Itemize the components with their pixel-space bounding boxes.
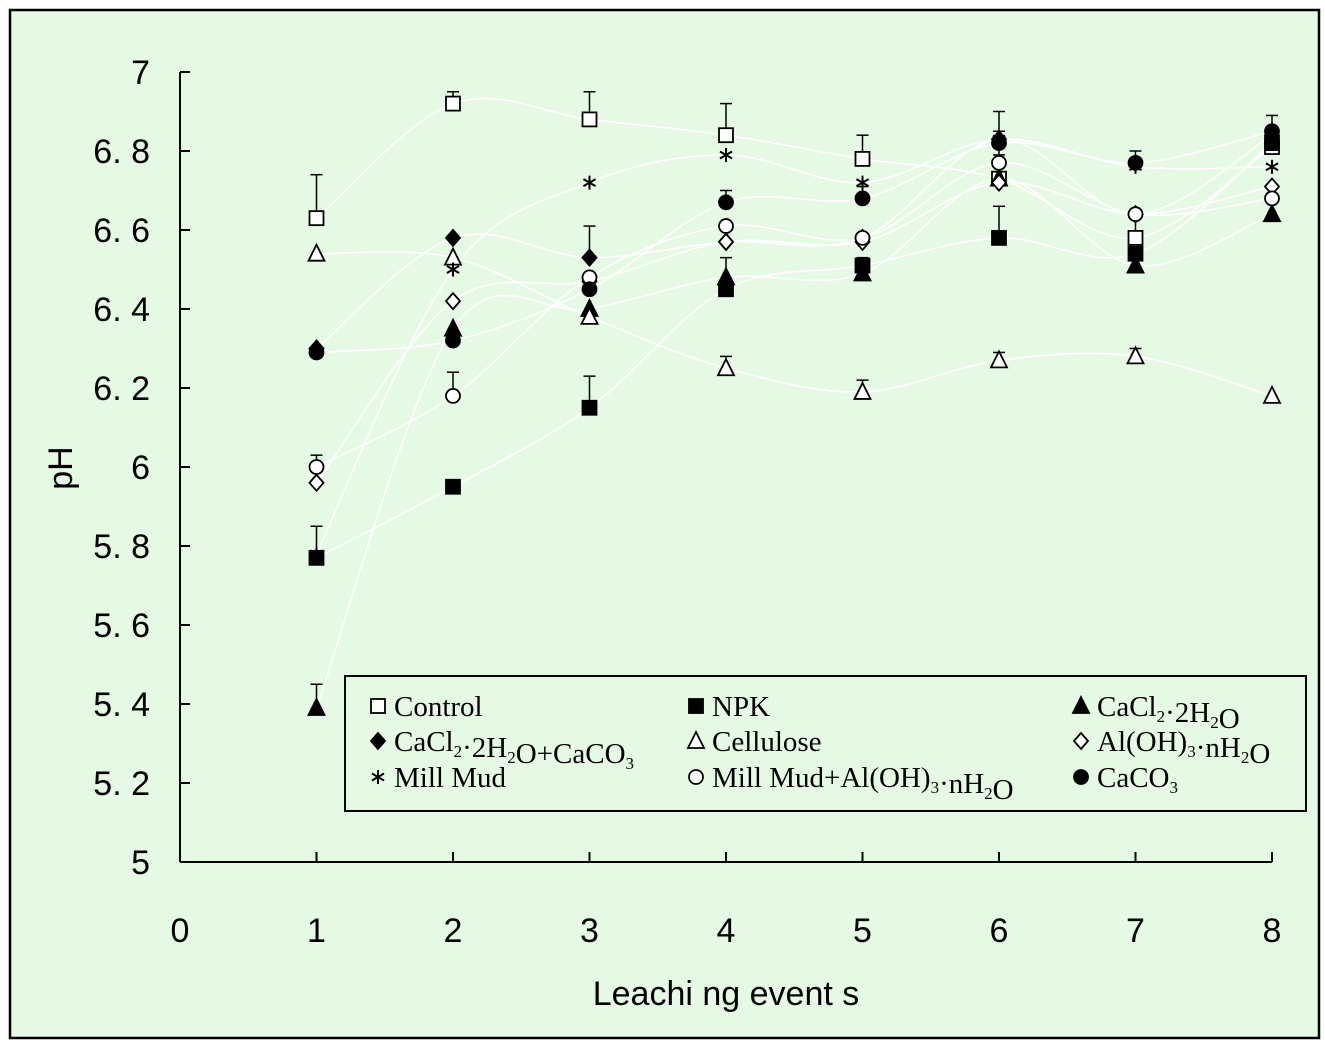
point-cacl-2h-o (1126, 254, 1145, 274)
x-tick-label: 1 (307, 912, 326, 950)
x-tick-label: 2 (444, 912, 463, 950)
point-caco (445, 332, 461, 349)
point-al-oh-nh-o (990, 173, 1008, 192)
point-control (308, 210, 325, 227)
point-caco (308, 344, 325, 361)
point-mill-mud (446, 262, 460, 277)
legend-label: CaCl2·2H2O+CaCO3 (394, 726, 634, 773)
point-caco (991, 135, 1007, 152)
legend-label: Mill Mud+Al(OH)3·nH2O (712, 762, 1014, 806)
y-tick-label: 6. 6 (93, 212, 150, 250)
point-mill-mud (719, 147, 733, 162)
y-tick-label: 5. 4 (93, 686, 150, 724)
y-axis-label: pH (42, 446, 80, 489)
point-npk (445, 478, 461, 495)
legend-label: CaCO3 (1097, 762, 1178, 797)
markers-layer (307, 95, 1282, 716)
series-line-mill-mud-al-oh-nh-o (316, 162, 1273, 468)
point-npk (991, 229, 1007, 246)
y-tick-label: 6. 8 (93, 133, 150, 171)
outer-frame (8, 8, 1321, 1040)
y-tick-label: 5. 8 (93, 528, 150, 566)
series-line-cacl-2h-o (315, 177, 1273, 709)
point-cellulose (1262, 384, 1282, 404)
point-cacl-2h-o (853, 262, 872, 282)
point-cellulose (716, 357, 736, 377)
y-tick-label: 6 (131, 449, 150, 487)
point-mill-mud (582, 175, 597, 190)
point-cacl-2h-o-caco (444, 228, 462, 248)
point-mill-mud-al-oh-nh-o (1127, 206, 1144, 223)
point-al-oh-nh-o (444, 291, 462, 311)
point-cellulose (1126, 345, 1145, 365)
legend-box (344, 675, 1307, 812)
point-npk (581, 399, 598, 416)
legend-marker-cacl-2h-o-caco (369, 731, 387, 751)
point-mill-mud-al-oh-nh-o (445, 387, 461, 404)
point-al-oh-nh-o (717, 232, 735, 252)
point-caco (1127, 154, 1144, 171)
x-ticks: 0 1 2 3 4 5 6 7 8 (171, 852, 1282, 950)
x-tick-label: 3 (580, 912, 599, 950)
legend-label: Mill Mud (394, 762, 506, 794)
series-line-cellulose (316, 251, 1273, 397)
point-control (854, 150, 871, 167)
point-cacl-2h-o (307, 696, 326, 716)
y-tick-label: 5 (131, 844, 150, 882)
x-tick-label: 6 (990, 912, 1009, 950)
point-mill-mud-al-oh-nh-o (991, 154, 1007, 171)
point-cacl-2h-o (716, 266, 736, 286)
series-line-caco (316, 130, 1273, 354)
point-cacl-2h-o-caco (581, 248, 598, 268)
point-cellulose (307, 242, 326, 262)
x-tick-label: 0 (171, 912, 190, 950)
point-caco (718, 194, 734, 211)
point-mill-mud-al-oh-nh-o (718, 218, 734, 234)
point-cellulose (580, 305, 599, 325)
legend-marker-cellulose (686, 729, 706, 749)
y-tick-label: 6. 2 (93, 370, 150, 408)
point-caco (1264, 123, 1280, 140)
legend-marker-cacl-2h-o (1071, 694, 1091, 714)
x-tick-label: 8 (1263, 912, 1282, 950)
legend-label: NPK (712, 691, 770, 723)
y-tick-label: 7 (131, 54, 150, 92)
point-mill-mud (309, 546, 324, 561)
y-tick-label: 6. 4 (93, 291, 150, 329)
point-control (445, 95, 461, 112)
point-cellulose (853, 380, 872, 400)
legend-marker-caco (1073, 769, 1089, 785)
legend-label: Control (394, 691, 483, 723)
point-mill-mud (855, 175, 870, 190)
point-cacl-2h-o (1262, 203, 1282, 223)
legend-marker-mill-mud (371, 770, 385, 784)
legend-marker-mill-mud-al-oh-nh-o (688, 769, 704, 785)
point-mill-mud-al-oh-nh-o (308, 459, 325, 475)
y-tick-label: 5. 2 (93, 765, 150, 803)
legend-label: CaCl2·2H2O (1097, 691, 1240, 735)
point-mill-mud-al-oh-nh-o (1264, 190, 1280, 207)
point-cellulose (989, 349, 1009, 369)
point-control (1127, 229, 1144, 246)
legend-label: Al(OH)3·nH2O (1097, 726, 1270, 770)
point-control (581, 111, 598, 128)
x-axis-label: Leachi ng event s (593, 975, 860, 1013)
point-al-oh-nh-o (308, 473, 325, 493)
y-ticks: 5 5. 2 5. 4 5. 6 5. 8 6 6. 2 6. 4 6. 6 6. 8 7 (93, 54, 190, 882)
point-caco (854, 190, 871, 207)
x-tick-label: 5 (853, 912, 872, 950)
point-mill-mud-al-oh-nh-o (854, 229, 871, 246)
point-caco (581, 281, 598, 298)
point-mill-mud (1265, 159, 1279, 174)
legend-marker-control (370, 698, 386, 714)
x-tick-label: 7 (1126, 912, 1145, 950)
x-tick-label: 4 (717, 912, 736, 950)
point-control (718, 127, 734, 144)
legend-marker-npk (688, 698, 704, 714)
legend-label: Cellulose (712, 726, 822, 758)
legend-marker-al-oh-nh-o (1072, 731, 1090, 751)
y-tick-label: 5. 6 (93, 607, 150, 645)
